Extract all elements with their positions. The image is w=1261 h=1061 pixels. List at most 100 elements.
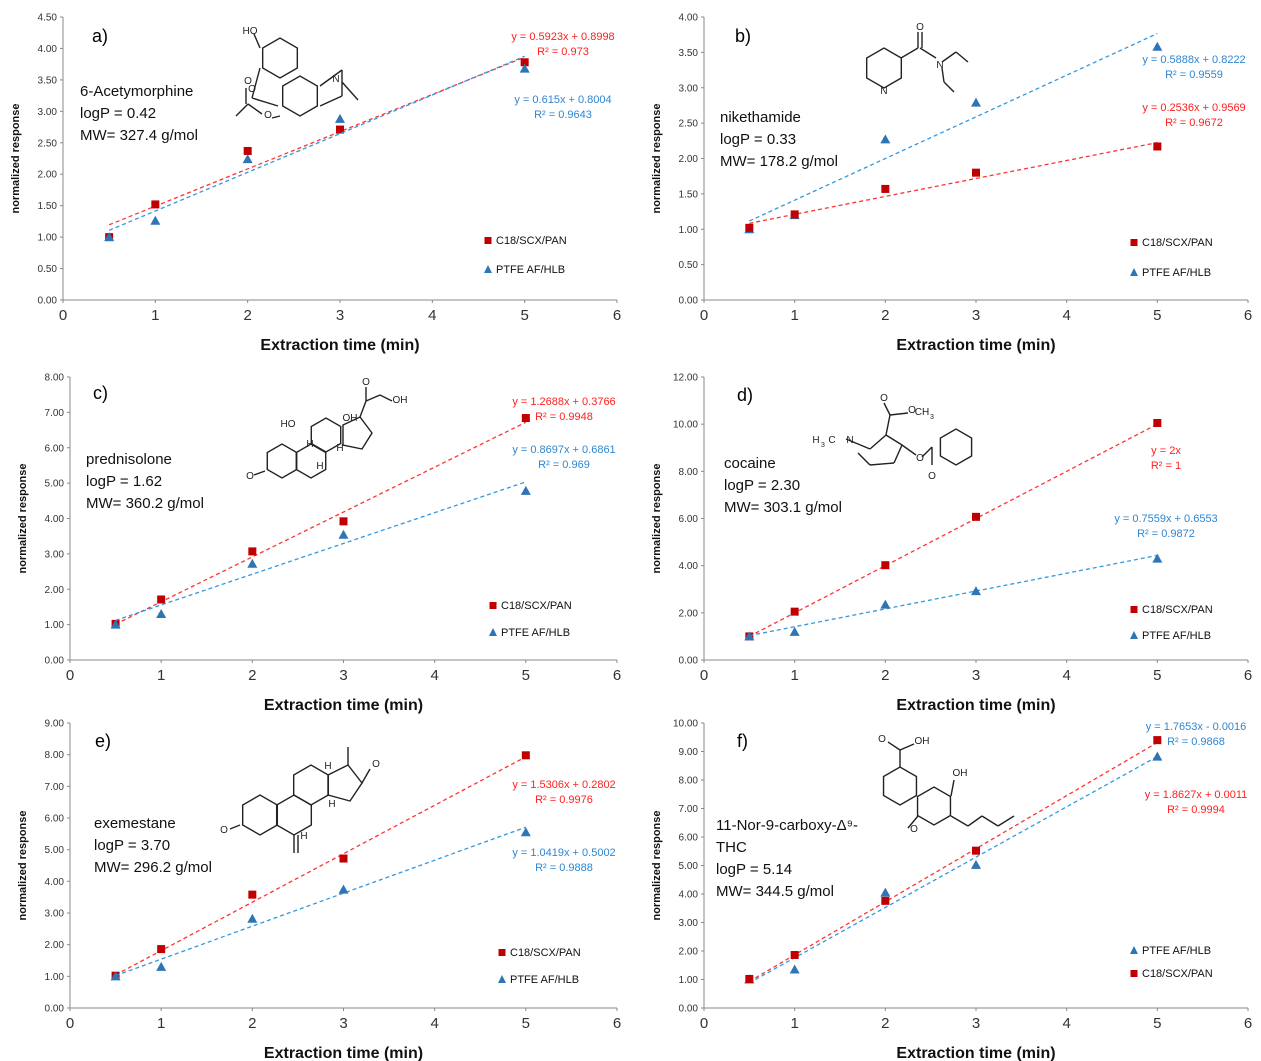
bond (869, 434, 887, 450)
panel-label: b) (735, 26, 751, 46)
data-point (243, 146, 252, 155)
atom-label: O (908, 405, 916, 416)
trend-r2: R² = 0.9559 (1165, 69, 1223, 81)
atom-label: O (928, 471, 936, 482)
panel-label: d) (737, 385, 753, 405)
trend-r2: R² = 0.9888 (535, 862, 593, 874)
compound-info: logP = 0.42 (80, 105, 156, 122)
bond (893, 444, 903, 464)
trendline (108, 56, 525, 226)
bond (943, 81, 955, 93)
bond (921, 446, 933, 458)
data-point (1152, 553, 1163, 563)
x-tick-label: 5 (522, 667, 530, 684)
trend-equation: y = 0.5888x + 0.8222 (1142, 54, 1245, 66)
trend-r2: R² = 0.9672 (1165, 117, 1223, 129)
atom-label: N (936, 60, 943, 71)
y-axis-label: normalized response (651, 463, 663, 573)
x-tick-label: 5 (1153, 667, 1161, 684)
y-tick-label: 0.00 (679, 296, 699, 307)
data-point (247, 913, 258, 923)
x-tick-label: 1 (151, 307, 159, 324)
panel-label: a) (92, 26, 108, 46)
atom-label: H (306, 439, 313, 450)
data-point (880, 887, 891, 897)
y-tick-label: 1.00 (679, 975, 699, 986)
data-point (110, 971, 121, 981)
bond (253, 33, 261, 49)
x-tick-label: 2 (881, 667, 889, 684)
bond (941, 51, 957, 63)
trend-r2: R² = 0.9868 (1167, 736, 1225, 748)
y-tick-label: 6.00 (45, 443, 65, 454)
bond-ring (882, 766, 918, 806)
atom-label: 3 (930, 414, 934, 421)
data-point (881, 896, 890, 905)
y-tick-label: 9.00 (679, 747, 699, 758)
x-tick-label: 0 (700, 307, 708, 324)
data-point (157, 945, 166, 954)
x-axis-label: Extraction time (min) (264, 1045, 423, 1061)
atom-label: OH (343, 413, 358, 424)
x-tick-label: 6 (613, 1015, 621, 1032)
bond (365, 394, 381, 402)
y-tick-label: 8.00 (679, 776, 699, 787)
structure-thc-cooh: O OH OH O (878, 734, 1015, 835)
y-tick-label: 8.00 (45, 373, 65, 384)
bond (379, 394, 393, 402)
trend-r2: R² = 0.9948 (535, 411, 593, 423)
bond-ring (281, 75, 319, 117)
data-point (150, 215, 161, 225)
trend-equation: y = 1.5306x + 0.2802 (512, 779, 615, 791)
data-point (1152, 751, 1163, 761)
atom-label: CH (915, 407, 929, 418)
trendline (108, 55, 525, 231)
bond (845, 438, 871, 450)
chart-panel-c: 0.00 1.00 2.00 3.00 4.00 5.00 6.00 7.00 8.00 0 1 2 3… (17, 373, 621, 715)
legend-marker (484, 237, 492, 244)
data-point (972, 512, 980, 521)
legend-marker (484, 265, 492, 273)
legend-label: C18/SCX/PAN (1142, 604, 1213, 616)
trend-equation: y = 0.615x + 0.8004 (514, 94, 611, 106)
trend-equation: y = 2x (1151, 445, 1181, 457)
x-tick-label: 2 (881, 1015, 889, 1032)
data-point (335, 113, 345, 123)
atom-label: OH (393, 395, 408, 406)
trend-r2: R² = 0.973 (537, 46, 589, 58)
x-tick-label: 6 (613, 667, 621, 684)
x-tick-label: 3 (972, 1015, 980, 1032)
panel-label: e) (95, 731, 111, 751)
atom-label: O (246, 471, 254, 482)
compound-info: cocaine (724, 455, 776, 472)
compound-info: logP = 2.30 (724, 477, 800, 494)
y-axis-label: normalized response (651, 103, 663, 213)
y-tick-label: 2.50 (679, 119, 699, 130)
data-point (1153, 418, 1162, 427)
y-tick-label: 10.00 (673, 420, 698, 431)
atom-label: O (372, 759, 380, 770)
x-axis-label: Extraction time (min) (896, 337, 1055, 354)
atom-label: H (336, 443, 343, 454)
y-tick-label: 4.00 (679, 13, 699, 24)
structure-nikethamide: O N N (865, 22, 969, 97)
trend-r2: R² = 0.9872 (1137, 528, 1195, 540)
y-axis-label: normalized response (10, 103, 22, 213)
trendline (749, 141, 1158, 224)
y-axis-label: normalized response (17, 810, 29, 920)
trendline (749, 423, 1158, 637)
y-tick-label: 0.50 (38, 264, 58, 275)
x-tick-label: 2 (881, 307, 889, 324)
bond (869, 462, 895, 466)
bond (359, 400, 367, 418)
x-tick-label: 3 (972, 667, 980, 684)
bond (941, 67, 945, 83)
y-tick-label: 1.00 (45, 972, 65, 983)
trend-equation: y = 1.0419x + 0.5002 (512, 847, 615, 859)
x-tick-label: 5 (1153, 307, 1161, 324)
bond (950, 815, 969, 827)
y-tick-label: 7.00 (45, 782, 65, 793)
atom-label: H (316, 461, 323, 472)
atom-label: OH (953, 768, 968, 779)
